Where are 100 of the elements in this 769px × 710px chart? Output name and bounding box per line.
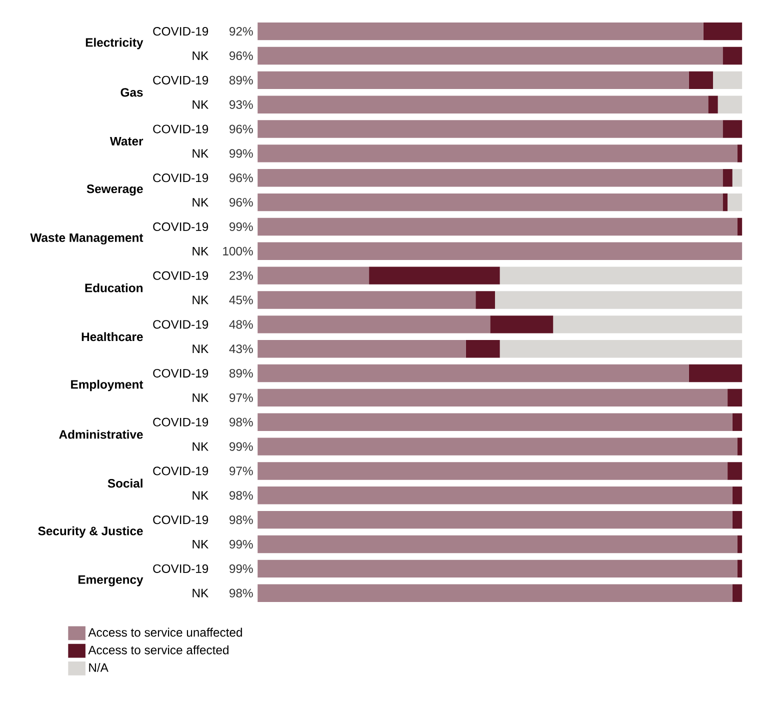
bar (258, 486, 732, 504)
bar (737, 144, 742, 162)
y-tick-label: NK (192, 540, 208, 548)
bar (728, 388, 742, 406)
text: Education (85, 283, 143, 292)
legend-label: N/A (89, 662, 108, 672)
bar (476, 291, 496, 309)
bar (258, 462, 728, 480)
data-label: 98% (230, 515, 253, 524)
bar (258, 364, 689, 382)
bar (258, 120, 723, 138)
y-tick-label: NK (192, 51, 208, 60)
y-tick-label: COVID-19 (153, 124, 208, 134)
bar (258, 266, 370, 284)
bar (703, 22, 742, 40)
bar (258, 144, 738, 162)
data-label: 43% (229, 344, 253, 354)
y-tick-label: COVID-19 (153, 26, 208, 36)
data-label: 89% (229, 368, 253, 378)
y-tick-label: NK (192, 442, 208, 451)
bar (258, 340, 466, 358)
y-tick-label: COVID-19 (153, 76, 208, 84)
data-label: 45% (229, 296, 253, 304)
bar (737, 535, 742, 554)
data-label: 97% (230, 393, 253, 402)
text: Waste Management (30, 233, 144, 244)
text: Security & Justice (38, 526, 143, 538)
y-tick-label: COVID-19 (153, 466, 208, 476)
bar (495, 291, 742, 309)
bar (732, 168, 742, 187)
text: Healthcare (82, 332, 143, 342)
bar (490, 316, 554, 334)
data-label: 96% (230, 173, 253, 182)
bar (258, 388, 728, 406)
y-tick-label: NK (192, 588, 208, 598)
bar (258, 584, 732, 602)
bar (369, 266, 500, 284)
text: Employment (71, 380, 144, 392)
bar (732, 413, 742, 431)
bar (722, 46, 742, 65)
data-label: 98% (230, 491, 253, 500)
y-tick-label: NK (192, 393, 208, 402)
data-label: 23% (230, 271, 253, 280)
bar (258, 413, 732, 431)
text: Emergency (78, 575, 144, 586)
bar (732, 584, 742, 602)
bar (732, 510, 742, 529)
text: Electricity (86, 38, 144, 50)
data-label: 97% (230, 466, 253, 476)
bar (500, 266, 742, 284)
y-tick-label: COVID-19 (153, 418, 208, 426)
data-label: 98% (230, 418, 253, 426)
y-tick-label: COVID-19 (153, 320, 208, 329)
y-tick-label: COVID-19 (153, 515, 208, 524)
bar (500, 340, 742, 358)
bar (258, 438, 738, 456)
y-tick-label: NK (192, 100, 208, 109)
bar (258, 193, 723, 212)
y-tick-label: NK (192, 246, 208, 256)
y-tick-label: COVID-19 (153, 368, 208, 378)
bar (258, 71, 689, 89)
data-label: 96% (230, 51, 253, 60)
y-tick-label: NK (192, 198, 208, 206)
bar (713, 71, 742, 89)
bar (258, 168, 723, 187)
bar (466, 340, 500, 358)
y-tick-label: COVID-19 (153, 173, 208, 182)
data-label: 99% (230, 442, 253, 451)
bar (258, 22, 704, 40)
y-tick-label: NK (192, 149, 208, 158)
bar (258, 46, 723, 65)
text: Sewerage (86, 184, 143, 196)
text: Water (110, 136, 144, 146)
data-label: 93% (230, 100, 253, 109)
bar (728, 193, 742, 212)
legend-label: Access to service affected (88, 645, 228, 654)
bar (258, 96, 708, 114)
bar (258, 316, 490, 334)
bar (258, 218, 738, 236)
y-tick-label: COVID-19 (153, 222, 208, 231)
bar (728, 462, 742, 480)
bar (732, 486, 742, 504)
data-label: 48% (229, 320, 253, 329)
y-tick-label: NK (192, 344, 208, 353)
bar (688, 71, 714, 89)
bar (722, 168, 732, 187)
bar (258, 510, 732, 529)
text: Administrative (59, 430, 143, 439)
bar (722, 193, 728, 212)
data-label: 98% (230, 588, 253, 598)
data-label: 100% (223, 246, 253, 256)
bar (737, 218, 742, 236)
bar (258, 242, 742, 260)
y-tick-label: NK (192, 491, 208, 500)
y-tick-label: NK (192, 296, 208, 304)
bar (708, 96, 718, 114)
data-label: 99% (230, 564, 253, 573)
data-label: 92% (230, 26, 253, 36)
y-tick-label: COVID-19 (153, 271, 208, 280)
data-label: 96% (230, 124, 253, 134)
